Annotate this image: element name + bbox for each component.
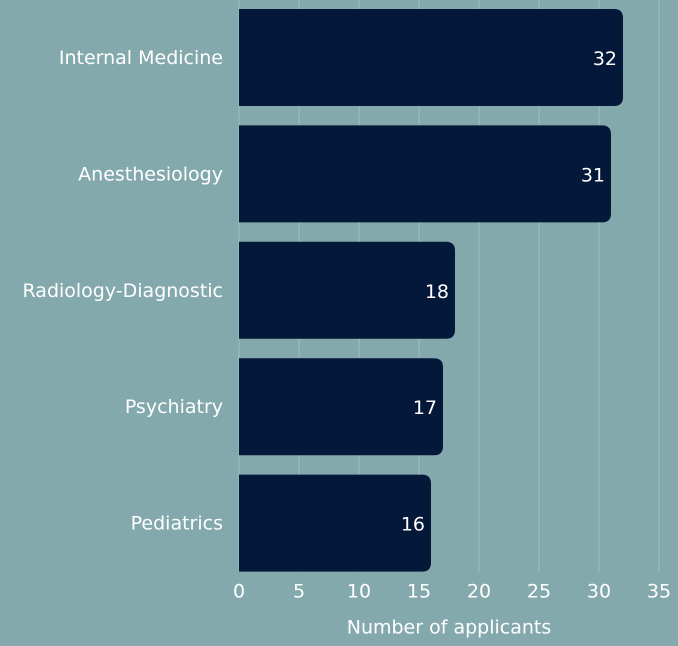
bar (239, 358, 443, 456)
x-axis-title: Number of applicants (347, 617, 552, 639)
bar (239, 241, 455, 339)
bar (239, 9, 623, 106)
x-tick-label: 15 (407, 581, 431, 603)
y-tick-label: Internal Medicine (59, 47, 223, 69)
bar (239, 474, 431, 572)
x-tick-label: 25 (527, 581, 551, 603)
bar (239, 125, 611, 223)
x-tick-label: 30 (587, 581, 611, 603)
value-label: 17 (413, 397, 437, 419)
value-label: 16 (401, 514, 425, 536)
y-tick-label: Anesthesiology (78, 163, 223, 185)
y-tick-label: Radiology-Diagnostic (23, 280, 223, 302)
x-tick-label: 0 (233, 581, 245, 603)
x-tick-label: 5 (293, 581, 305, 603)
x-tick-label: 20 (467, 581, 491, 603)
value-label: 31 (581, 164, 605, 186)
value-label: 18 (425, 281, 449, 303)
x-tick-label: 10 (347, 581, 371, 603)
y-tick-label: Psychiatry (125, 396, 223, 418)
x-tick-label: 35 (647, 581, 671, 603)
value-label: 32 (593, 48, 617, 70)
y-tick-label: Pediatrics (131, 513, 223, 535)
